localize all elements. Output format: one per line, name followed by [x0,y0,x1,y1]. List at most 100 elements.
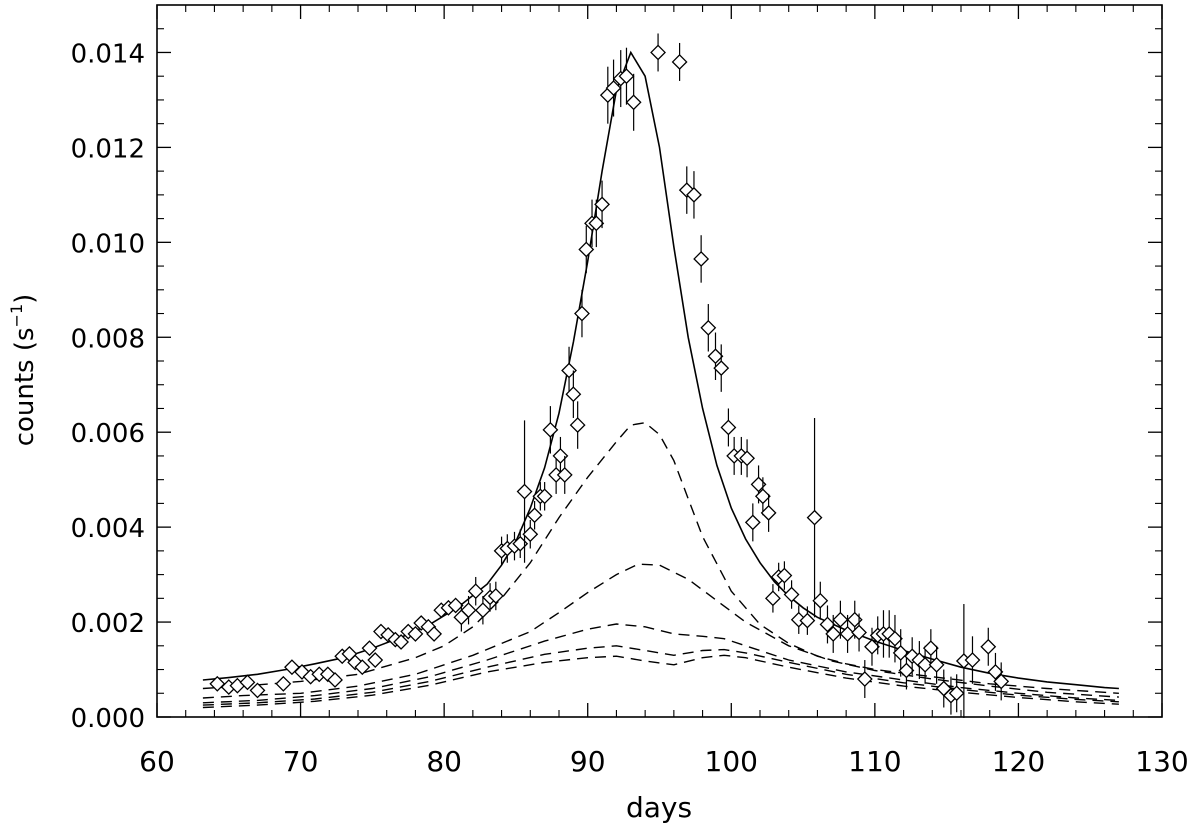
diamond-marker [487,588,504,604]
plot-frame [156,4,1163,718]
diamond-marker [928,656,945,673]
x-tick-label: 80 [426,745,462,778]
observation-point [239,674,256,691]
observation-point [565,370,582,418]
observation-point [720,408,737,447]
diamond-marker [707,348,724,365]
diamond-marker [917,656,934,673]
diamond-marker [588,215,605,232]
diamond-marker [987,663,1004,680]
observation-point [556,455,573,494]
y-tick-label: 0.002 [71,609,145,639]
observation-point [393,634,409,650]
observation-point [474,595,491,625]
diamond-marker [552,448,569,464]
observation-point [561,346,577,395]
observation-point [928,645,945,684]
diamond-marker [625,94,642,111]
observation-point [447,597,464,614]
diamond-marker [812,592,829,609]
observation-point [713,344,730,392]
diamond-marker [354,659,371,676]
y-tick-label: 0.000 [71,704,145,734]
x-tick-label: 110 [848,745,901,778]
observation-point [671,42,688,81]
diamond-marker [892,645,909,661]
observation-point [693,235,710,283]
diamond-marker [806,509,823,526]
observation-point [948,674,965,713]
diamond-marker [249,682,266,699]
observation-point [542,406,559,454]
model-total-curve-group [202,50,1119,690]
diamond-marker [686,186,702,203]
observation-point [846,600,863,639]
observation-point [819,605,836,644]
diamond-marker [536,488,553,505]
diamond-marker [754,488,771,505]
observation-point [825,614,842,653]
observation-point [605,59,622,117]
diamond-marker [856,671,873,687]
observation-point [536,482,553,511]
diamond-marker [327,672,343,688]
observation-point [744,503,761,542]
observation-point [980,627,997,666]
observation-point [739,439,755,478]
diamond-marker [693,251,710,267]
diamond-marker [393,634,409,650]
observation-point [964,636,981,684]
observation-point [754,477,771,516]
diamond-marker [825,626,842,642]
diamond-marker [618,68,635,85]
observation-point [578,225,595,274]
diamond-marker [542,421,559,438]
y-tick-label: 0.004 [71,514,145,544]
x-tick-label: 60 [139,745,175,778]
diamond-marker [744,514,761,531]
diamond-marker [209,675,226,692]
diamond-marker [650,44,666,61]
observation-point [354,659,371,676]
diamond-marker [700,319,717,336]
observation-point [487,581,504,611]
diamond-marker [864,638,880,655]
observation-point [776,561,793,590]
y-tick-label: 0.008 [71,324,145,354]
observation-point [407,626,424,642]
observation-point [812,581,829,620]
observation-point [526,501,543,530]
y-tick-label: 0.012 [71,134,145,164]
observation-point [574,289,590,338]
diamond-marker [407,626,424,642]
diamond-marker [819,616,836,633]
observation-point [650,33,666,72]
observation-point [552,436,569,475]
diamond-marker [765,590,781,607]
x-tick-label: 100 [705,745,758,778]
diamond-marker [361,640,378,657]
diamond-marker [594,196,610,213]
observation-point [935,669,952,708]
observation-point [922,629,939,668]
diamond-marker [887,630,903,647]
diamond-marker [922,640,939,657]
axis-ticks: 60 70 80 90 100 110 120 130 0.000 0.002 0.004 0.006… [71,5,1189,778]
observation-point [249,682,266,699]
diamond-marker [671,54,688,70]
diamond-marker [565,386,582,403]
diamond-marker [239,674,256,691]
diamond-marker [799,612,816,629]
observation-point [700,304,717,352]
observation-point [856,660,873,699]
y-tick-label: 0.006 [71,419,145,449]
diamond-marker [275,675,292,692]
observation-point [760,493,777,532]
x-tick-label: 120 [992,745,1045,778]
diamond-marker [556,467,573,483]
y-axis-label-superscript: −1 [7,304,26,328]
observation-point [516,420,533,563]
y-tick-label: 0.014 [71,39,145,69]
x-tick-label: 130 [1135,745,1188,778]
diamond-marker [964,652,981,668]
